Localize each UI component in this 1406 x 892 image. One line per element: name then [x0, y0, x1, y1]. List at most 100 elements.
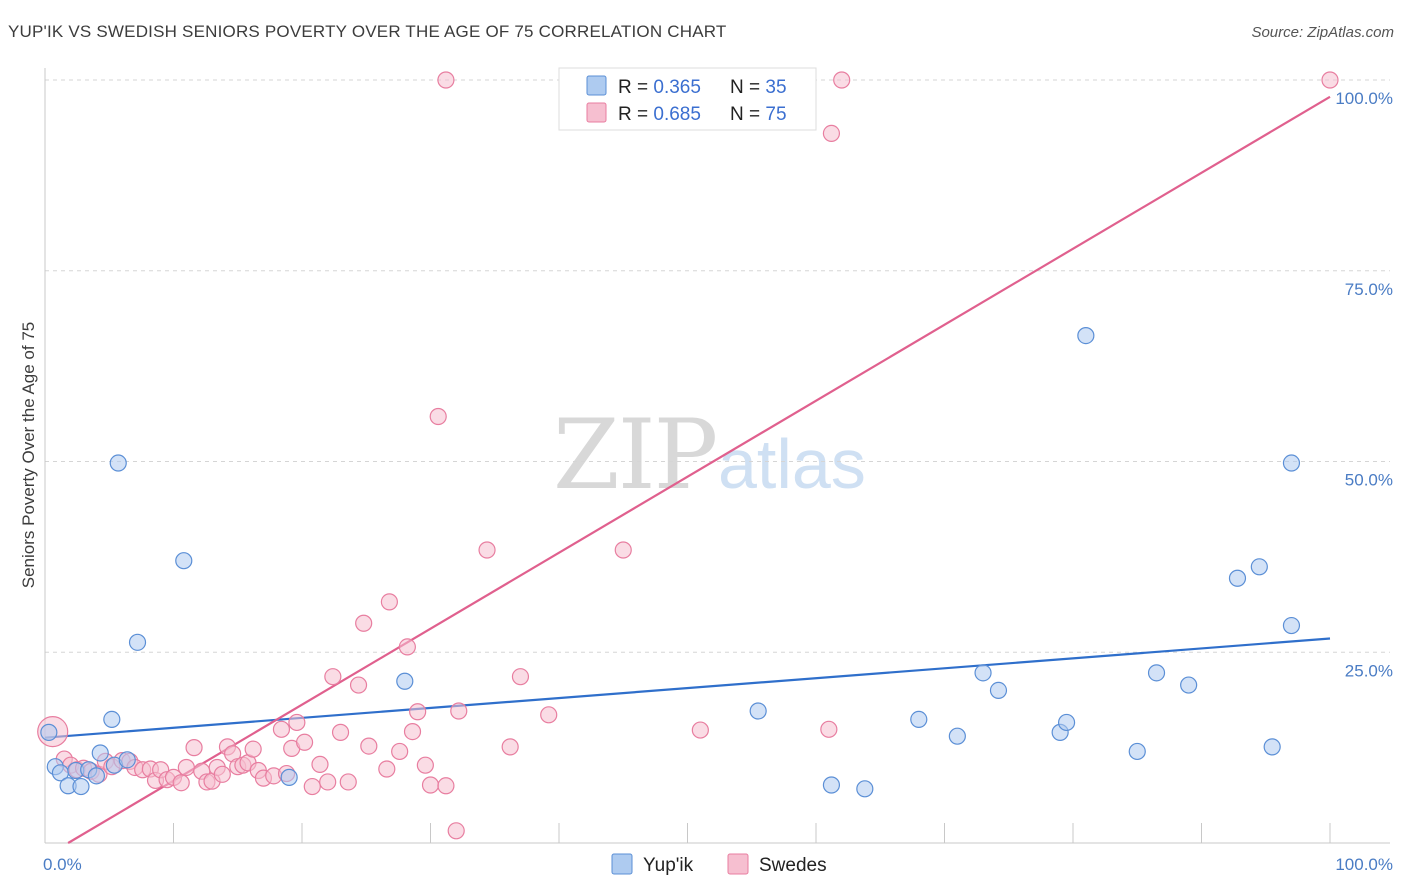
point-swedes-45 — [339, 773, 357, 791]
point-swedes-47 — [355, 614, 373, 632]
point-swedes-60 — [450, 702, 468, 720]
axes — [44, 68, 1390, 844]
point-yupik-34 — [1282, 454, 1301, 472]
point-yupik-21 — [948, 727, 966, 745]
point-swedes-67 — [691, 721, 709, 739]
legend-n-label-yupik: N = — [730, 77, 765, 98]
point-yupik-16 — [396, 672, 414, 690]
point-yupik-5 — [72, 777, 90, 796]
data-points — [37, 71, 1339, 840]
point-yupik-30 — [1228, 569, 1247, 587]
point-swedes-62 — [478, 541, 496, 559]
point-swedes-64 — [511, 668, 530, 686]
point-yupik-31 — [1250, 558, 1268, 576]
point-swedes-20 — [185, 739, 203, 757]
series-legend-swatch-yupik — [611, 853, 633, 875]
legend-r-value-swedes: 0.685 — [653, 104, 701, 125]
point-swedes-50 — [380, 593, 398, 611]
point-yupik-27 — [1128, 742, 1146, 761]
point-swedes-65 — [540, 706, 558, 724]
point-swedes-40 — [303, 777, 321, 796]
point-yupik-29 — [1180, 676, 1198, 694]
point-yupik-28 — [1147, 664, 1166, 682]
trend-lines — [44, 95, 1331, 844]
point-swedes-57 — [437, 777, 455, 795]
x-tick-label-0: 0.0% — [43, 855, 82, 874]
stats-legend: R = 0.365 N = 35 R = 0.685 N = 75 — [558, 67, 817, 131]
point-swedes-31 — [244, 740, 262, 758]
legend-row-swedes: R = 0.685 — [618, 104, 701, 125]
trend-line-yupik — [44, 637, 1331, 739]
point-swedes-48 — [360, 737, 378, 755]
point-yupik-11 — [118, 751, 136, 769]
chart-title: YUP'IK VS SWEDISH SENIORS POVERTY OVER T… — [8, 22, 727, 41]
legend-r-value-yupik: 0.365 — [653, 77, 701, 98]
tick-labels: 25.0% 50.0% 75.0% 100.0% 0.0% 100.0% — [43, 89, 1393, 874]
point-swedes-52 — [398, 638, 416, 656]
point-yupik-26 — [1077, 327, 1095, 345]
trend-line-swedes — [67, 95, 1331, 844]
point-yupik-7 — [87, 767, 106, 785]
point-swedes-35 — [272, 720, 291, 738]
point-yupik-14 — [175, 552, 193, 570]
point-yupik-33 — [1282, 616, 1301, 635]
point-yupik-23 — [989, 681, 1008, 700]
chart-source: Source: ZipAtlas.com — [1251, 24, 1394, 41]
series-legend: Yup'ik Swedes — [611, 853, 827, 876]
point-swedes-39 — [295, 733, 314, 751]
y-axis-title: Seniors Poverty Over the Age of 75 — [19, 322, 38, 588]
point-yupik-12 — [109, 454, 127, 472]
x-tick-label-1: 100.0% — [1335, 855, 1393, 874]
point-swedes-44 — [331, 723, 350, 741]
point-swedes-46 — [349, 676, 368, 694]
point-yupik-22 — [974, 664, 992, 682]
legend-n-label-swedes: N = — [730, 104, 765, 125]
point-swedes-51 — [391, 742, 409, 761]
point-swedes-61 — [447, 822, 465, 840]
legend-swatch-swedes — [586, 102, 607, 123]
point-yupik-8 — [91, 744, 109, 762]
point-swedes-66 — [614, 541, 632, 559]
legend-n-swedes: N = 75 — [730, 104, 787, 125]
point-swedes-63 — [501, 738, 519, 756]
point-swedes-42 — [319, 773, 337, 791]
legend-n-value-yupik: 35 — [765, 77, 786, 98]
legend-swatch-yupik — [586, 75, 607, 96]
y-tick-label-1: 50.0% — [1345, 471, 1393, 490]
point-swedes-43 — [324, 668, 342, 686]
point-swedes-53 — [403, 723, 422, 741]
point-yupik-0 — [40, 723, 58, 741]
point-swedes-41 — [311, 755, 329, 774]
point-swedes-49 — [378, 760, 396, 778]
y-tick-label-2: 75.0% — [1345, 280, 1393, 299]
point-yupik-19 — [856, 780, 874, 798]
point-yupik-15 — [280, 768, 298, 786]
point-swedes-71 — [822, 124, 841, 143]
point-yupik-13 — [128, 633, 147, 651]
point-yupik-18 — [822, 776, 841, 794]
y-tick-label-3: 100.0% — [1335, 89, 1393, 108]
legend-n-value-swedes: 75 — [765, 104, 786, 125]
legend-n-yupik: N = 35 — [730, 77, 787, 98]
point-swedes-19 — [177, 758, 195, 777]
point-swedes-74 — [1321, 71, 1339, 89]
watermark-atlas: atlas — [718, 425, 866, 503]
point-swedes-25 — [213, 765, 231, 783]
y-tick-label-0: 25.0% — [1345, 661, 1393, 680]
point-swedes-38 — [288, 713, 306, 732]
gridlines — [45, 79, 1390, 653]
series-legend-label-yupik: Yup'ik — [643, 855, 694, 876]
point-yupik-32 — [1263, 738, 1281, 756]
legend-r-label-yupik: R = — [618, 77, 653, 98]
point-swedes-73 — [820, 720, 838, 738]
point-swedes-18 — [172, 774, 190, 792]
point-swedes-59 — [437, 71, 455, 89]
series-legend-swatch-swedes — [727, 853, 749, 875]
legend-row-yupik: R = 0.365 — [618, 77, 701, 98]
watermark-zip: ZIP — [553, 399, 716, 511]
point-swedes-72 — [833, 71, 851, 89]
point-yupik-20 — [910, 710, 928, 728]
point-yupik-25 — [1057, 713, 1076, 732]
point-yupik-9 — [103, 710, 121, 728]
